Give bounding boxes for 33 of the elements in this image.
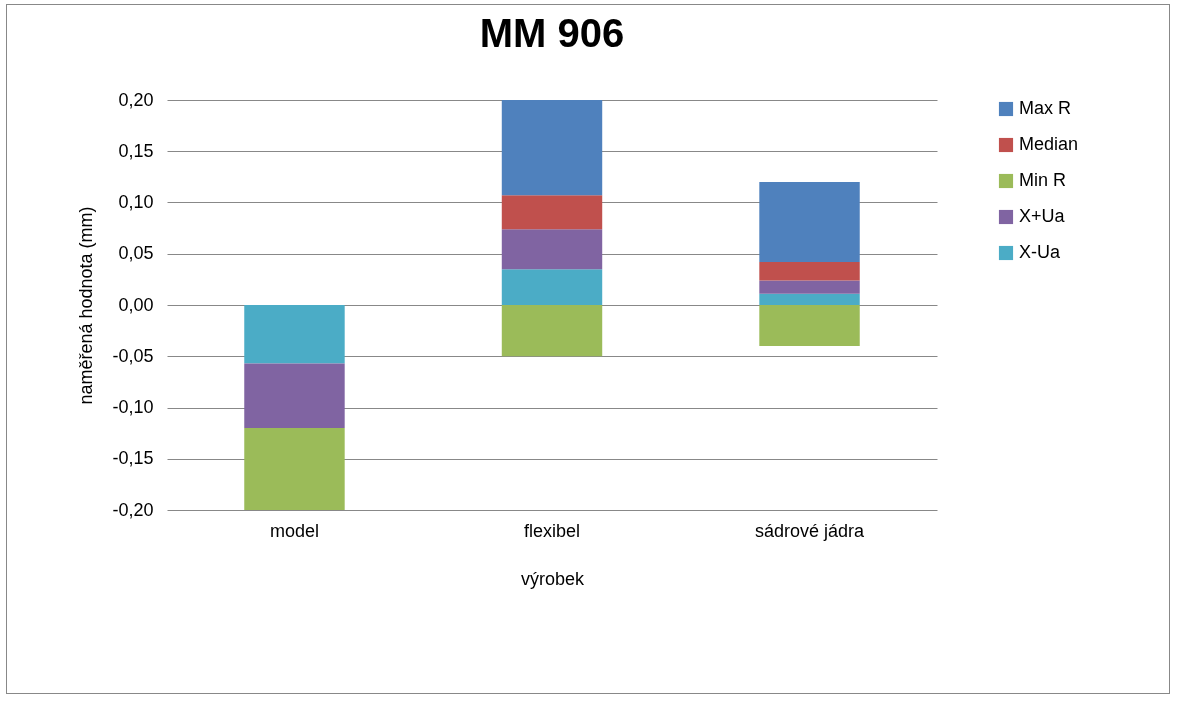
y-tick-label: 0,10 bbox=[118, 192, 154, 212]
bar bbox=[244, 305, 345, 364]
y-tick-label: -0,15 bbox=[112, 448, 154, 469]
x-axis-title: výrobek bbox=[520, 568, 586, 589]
legend-label: X+Ua bbox=[1019, 206, 1066, 226]
chart-title: MM 906 bbox=[479, 11, 625, 55]
x-tick-label: model bbox=[269, 520, 319, 541]
bar bbox=[759, 261, 860, 281]
bar bbox=[759, 305, 860, 346]
bar bbox=[501, 305, 603, 357]
legend-label: Max R bbox=[1019, 98, 1072, 118]
y-tick-label: -0,20 bbox=[112, 499, 154, 520]
x-tick-label: flexibel bbox=[523, 520, 581, 541]
y-axis-title: naměřená hodnota (mm) bbox=[76, 206, 97, 405]
legend-label: Min R bbox=[1019, 170, 1067, 190]
bar bbox=[501, 100, 603, 196]
x-tick-label: sádrové jádra bbox=[754, 520, 866, 541]
legend-label: X-Ua bbox=[1019, 242, 1061, 262]
y-tick-label: 0,05 bbox=[118, 243, 154, 264]
y-tick-label: -0,10 bbox=[112, 397, 154, 417]
bar bbox=[501, 269, 603, 305]
bar bbox=[759, 293, 860, 305]
bar bbox=[759, 280, 860, 294]
y-tick-label: 0,00 bbox=[118, 294, 154, 315]
bar bbox=[501, 229, 603, 270]
y-tick-label: 0,20 bbox=[118, 89, 154, 110]
y-tick-label: -0,05 bbox=[112, 345, 154, 366]
bar bbox=[244, 428, 345, 510]
bar bbox=[244, 363, 345, 428]
bar bbox=[759, 182, 860, 262]
legend-label: Median bbox=[1019, 134, 1079, 154]
y-tick-label: 0,15 bbox=[118, 140, 154, 161]
bar bbox=[501, 195, 603, 230]
